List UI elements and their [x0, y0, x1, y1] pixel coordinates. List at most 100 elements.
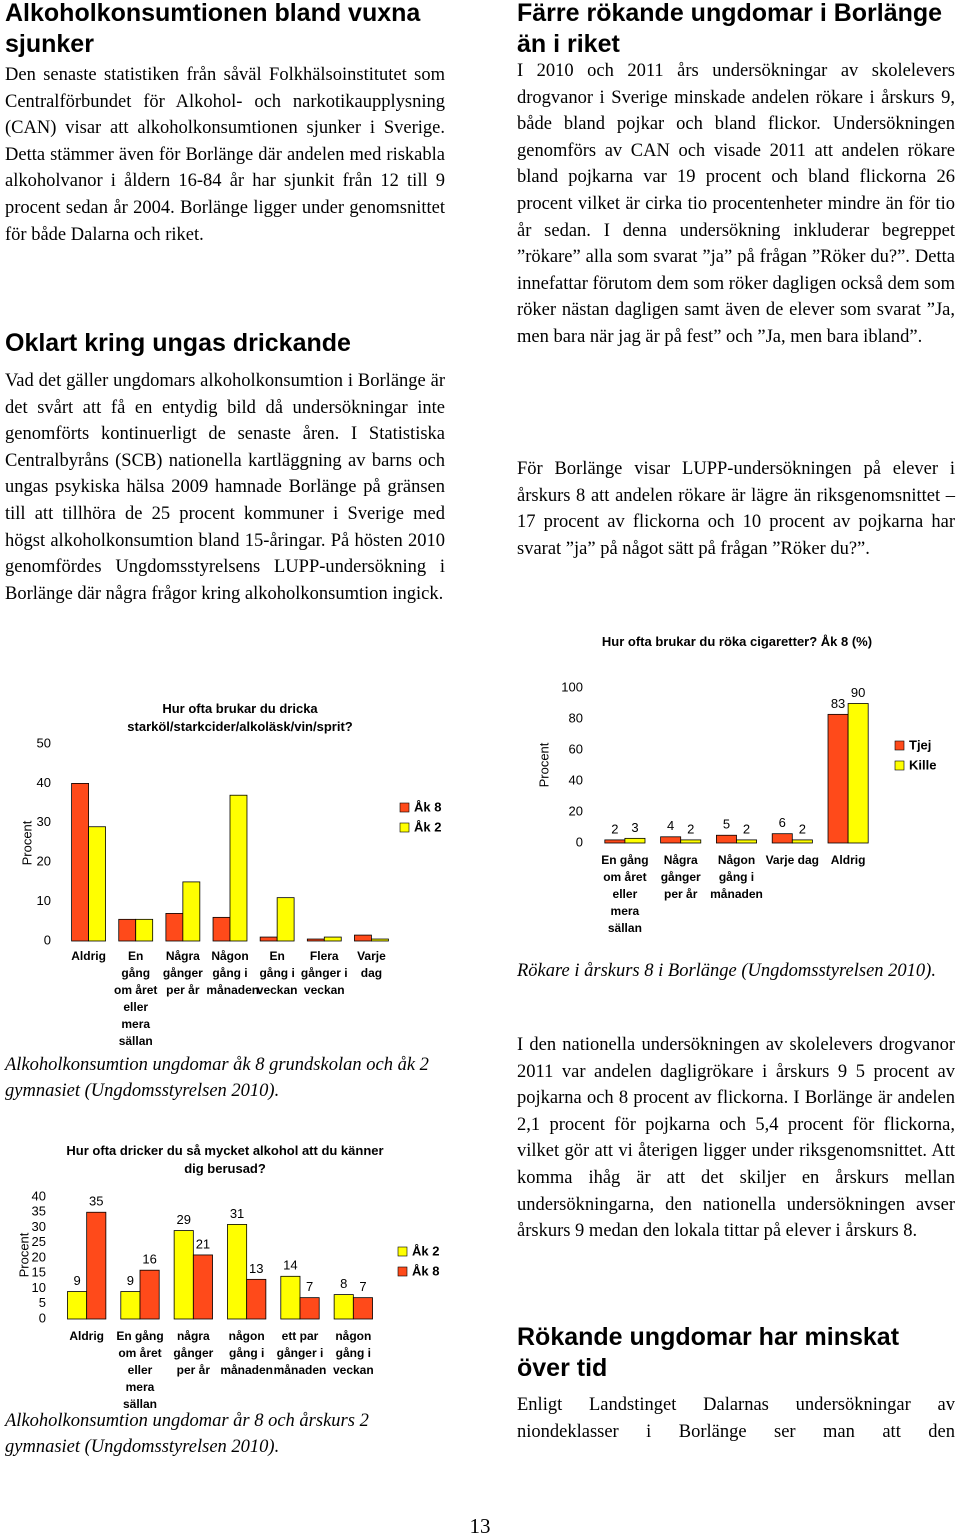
- x-tick-label: någon gång i veckan: [332, 1329, 374, 1377]
- y-tick-label: 25: [32, 1234, 46, 1249]
- x-tick-label: Varje dag: [765, 853, 819, 867]
- bar: [259, 936, 278, 942]
- paragraph: Enligt Landstinget Dalarnas undersökning…: [517, 1395, 955, 1442]
- y-tick-label: 35: [32, 1204, 46, 1219]
- x-tick-label: En gång i veckan: [256, 949, 298, 997]
- bar: [135, 918, 154, 942]
- data-label: 29: [176, 1212, 190, 1227]
- chart-title: Hur ofta brukar du dricka starköl/starkc…: [127, 701, 353, 734]
- data-label: 7: [359, 1279, 366, 1294]
- caption: Alkoholkonsumtion ungdomar åk 8 grundsko…: [5, 1055, 429, 1101]
- bar: [299, 1297, 320, 1320]
- y-tick-label: 30: [32, 1219, 46, 1234]
- bar: [827, 713, 849, 844]
- data-label: 6: [779, 815, 786, 830]
- bar: [165, 913, 184, 942]
- x-tick-label: Aldrig: [830, 853, 866, 867]
- bar: [771, 833, 793, 844]
- chart: Procent 0 10 20 30 40 50 Åk 8 Åk 2 Hur ofta bruka…: [0, 690, 445, 1048]
- legend-label: Kille: [909, 757, 936, 772]
- caption: Alkoholkonsumtion ungdomar år 8 och årsk…: [5, 1411, 369, 1457]
- y-tick-label: 20: [569, 803, 583, 818]
- bar: [227, 1224, 248, 1320]
- x-tick-label: Några gånger per år: [162, 949, 203, 997]
- bar: [229, 794, 248, 942]
- legend-swatch: [397, 1246, 408, 1257]
- data-label: 21: [196, 1236, 210, 1251]
- x-tick-label: En gång om året eller mera sällan: [114, 949, 158, 1048]
- bar: [88, 826, 106, 942]
- x-tick-label: Aldrig: [71, 949, 106, 963]
- bar: [182, 881, 201, 942]
- x-tick-label: några gånger per år: [173, 1329, 214, 1377]
- y-tick-label: 0: [44, 932, 51, 947]
- x-tick-label: Någon gång i månaden: [710, 853, 763, 901]
- bar: [624, 837, 646, 844]
- legend-label: Åk 8: [414, 799, 441, 814]
- chart: Procent 0 20 40 60 80 100 2 3 4 2 5 2 6 2 83 90 Tjej Kille…: [517, 630, 960, 950]
- legend-label: Åk 2: [414, 819, 441, 834]
- bar: [212, 916, 231, 942]
- bar: [276, 897, 295, 942]
- data-label: 4: [667, 818, 674, 833]
- caption: Rökare i årskurs 8 i Borlänge (Ungdomsst…: [517, 961, 936, 981]
- paragraph: Vad det gäller ungdomars alkoholkonsumti…: [5, 371, 445, 604]
- data-label: 83: [831, 696, 845, 711]
- bar: [371, 938, 389, 942]
- y-tick-label: 100: [561, 679, 583, 694]
- legend-swatch: [894, 760, 905, 771]
- y-tick-label: 30: [37, 814, 51, 829]
- data-label: 90: [851, 685, 865, 700]
- y-axis-label: Procent: [16, 1232, 31, 1277]
- bar: [86, 1211, 107, 1320]
- legend-label: Åk 2: [412, 1243, 439, 1258]
- bar: [352, 1297, 373, 1320]
- data-label: 2: [611, 821, 618, 836]
- data-label: 2: [687, 821, 694, 836]
- bar: [67, 1291, 88, 1320]
- y-tick-label: 0: [576, 834, 583, 849]
- y-tick-label: 80: [569, 710, 583, 725]
- y-tick-label: 60: [569, 741, 583, 756]
- page-number: 13: [469, 1514, 491, 1538]
- x-tick-label: En gång om året eller mera sällan: [116, 1329, 164, 1411]
- y-tick-label: 20: [37, 854, 51, 869]
- x-tick-label: någon gång i månaden: [220, 1329, 273, 1377]
- y-tick-label: 20: [32, 1249, 46, 1264]
- bar: [280, 1275, 301, 1320]
- x-tick-label: Flera gånger i veckan: [300, 949, 348, 997]
- bar: [246, 1278, 267, 1320]
- bar: [847, 703, 869, 844]
- x-tick-label: Varje dag: [357, 949, 386, 980]
- y-tick-label: 10: [32, 1280, 46, 1295]
- heading: Alkoholkonsumtionen bland vuxna sjunker: [5, 0, 421, 58]
- legend-swatch: [397, 1266, 408, 1277]
- subheading: Oklart kring ungas drickande: [5, 329, 351, 357]
- subheading: Rökande ungdomar har minskat över tid: [517, 1323, 900, 1382]
- y-tick-label: 40: [37, 775, 51, 790]
- legend-swatch: [894, 740, 905, 751]
- data-label: 2: [799, 821, 806, 836]
- x-tick-label: Några gånger per år: [660, 853, 701, 901]
- chart-svg: Procent 0 10 20 30 40 50 Åk 8 Åk 2: [19, 735, 441, 947]
- y-tick-label: 15: [32, 1265, 46, 1280]
- bar: [716, 834, 737, 844]
- bar: [71, 783, 89, 942]
- legend-label: Tjej: [909, 737, 931, 752]
- legend-swatch: [399, 802, 410, 813]
- y-tick-label: 0: [39, 1310, 46, 1325]
- paragraph: Den senaste statistiken från såväl Folkh…: [5, 65, 445, 245]
- bar: [791, 839, 813, 844]
- data-label: 9: [127, 1273, 134, 1288]
- x-tick-label: ett par gånger i månaden: [273, 1329, 327, 1377]
- bar: [660, 836, 682, 844]
- y-axis-label: Procent: [536, 742, 551, 787]
- y-tick-label: 50: [37, 735, 51, 750]
- chart: Procent 0 5 10 15 20 25 30 35 40 9 35 9 16 29 21 31 13 14 7…: [0, 1140, 445, 1411]
- x-tick-label: En gång om året eller mera sällan: [601, 853, 649, 935]
- legend-label: Åk 8: [412, 1263, 439, 1278]
- y-tick-label: 40: [32, 1188, 46, 1203]
- paragraph: För Borlänge visar LUPP-undersökningen p…: [517, 459, 955, 559]
